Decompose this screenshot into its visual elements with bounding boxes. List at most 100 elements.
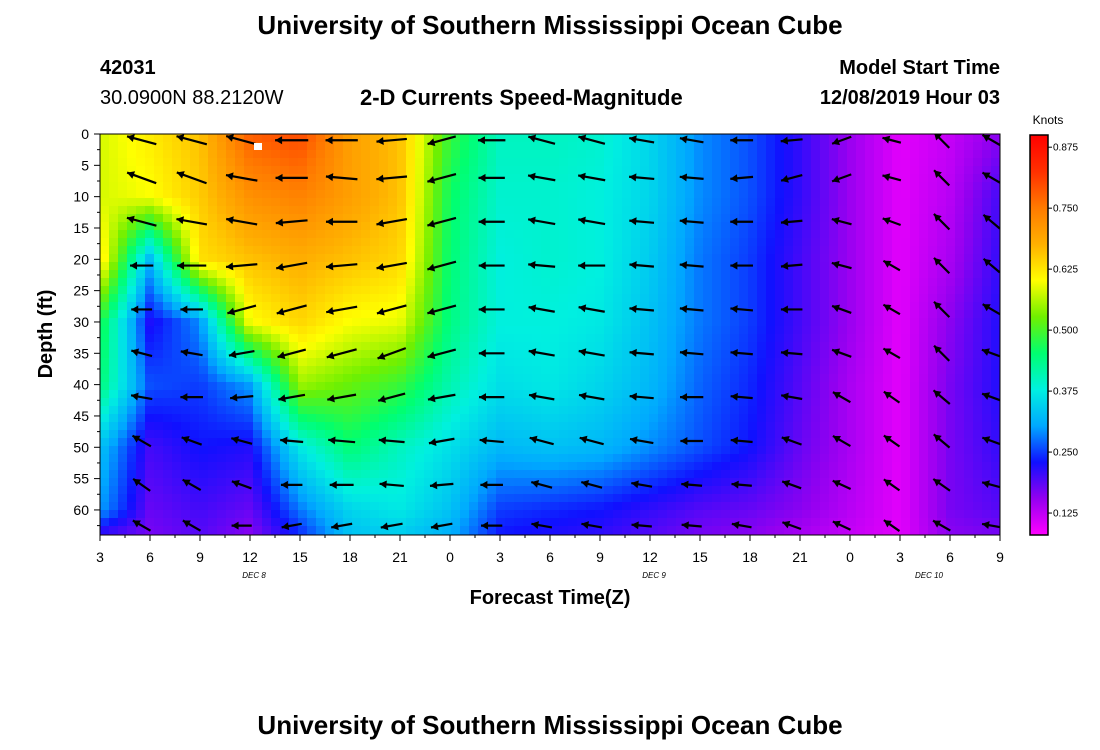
heatmap-cell (973, 414, 983, 423)
heatmap-cell (631, 238, 641, 247)
heatmap-cell (145, 454, 155, 463)
heatmap-cell (406, 422, 416, 431)
heatmap-cell (559, 414, 569, 423)
heatmap-cell (640, 222, 650, 231)
heatmap-cell (406, 398, 416, 407)
heatmap-cell (784, 438, 794, 447)
heatmap-cell (874, 166, 884, 175)
heatmap-cell (208, 158, 218, 167)
heatmap-cell (568, 294, 578, 303)
heatmap-cell (496, 478, 506, 487)
heatmap-cell (901, 358, 911, 367)
heatmap-cell (496, 150, 506, 159)
heatmap-cell (802, 214, 812, 223)
heatmap-cell (928, 414, 938, 423)
heatmap-cell (784, 254, 794, 263)
heatmap-cell (235, 318, 245, 327)
heatmap-cell (262, 222, 272, 231)
heatmap-cell (964, 214, 974, 223)
heatmap-cell (244, 278, 254, 287)
heatmap-cell (973, 142, 983, 151)
heatmap-cell (946, 334, 956, 343)
heatmap-cell (874, 134, 884, 143)
heatmap-cell (361, 294, 371, 303)
heatmap-cell (748, 206, 758, 215)
heatmap-cell (856, 350, 866, 359)
heatmap-cell (136, 158, 146, 167)
heatmap-cell (685, 302, 695, 311)
heatmap-cell (964, 502, 974, 511)
heatmap-cell (469, 214, 479, 223)
heatmap-cell (874, 358, 884, 367)
heatmap-cell (694, 158, 704, 167)
heatmap-cell (847, 278, 857, 287)
heatmap-cell (946, 366, 956, 375)
heatmap-cell (541, 446, 551, 455)
heatmap-cell (946, 214, 956, 223)
heatmap-cell (649, 390, 659, 399)
heatmap-cell (604, 254, 614, 263)
heatmap-cell (721, 270, 731, 279)
heatmap-cell (316, 478, 326, 487)
heatmap-cell (388, 502, 398, 511)
heatmap-cell (289, 326, 299, 335)
station-id: 42031 (100, 57, 156, 79)
heatmap-cell (910, 438, 920, 447)
heatmap-cell (136, 518, 146, 527)
heatmap-cell (379, 206, 389, 215)
heatmap-cell (487, 398, 497, 407)
heatmap-cell (406, 158, 416, 167)
heatmap-cell (928, 366, 938, 375)
heatmap-cell (226, 382, 236, 391)
heatmap-cell (964, 494, 974, 503)
heatmap-cell (568, 350, 578, 359)
heatmap-cell (820, 366, 830, 375)
heatmap-cell (379, 422, 389, 431)
heatmap-cell (802, 398, 812, 407)
heatmap-cell (721, 334, 731, 343)
heatmap-cell (181, 158, 191, 167)
heatmap-cell (190, 382, 200, 391)
heatmap-cell (739, 278, 749, 287)
heatmap-cell (226, 502, 236, 511)
heatmap-cell (568, 246, 578, 255)
heatmap-cell (208, 294, 218, 303)
heatmap-cell (379, 390, 389, 399)
heatmap-cell (667, 294, 677, 303)
heatmap-cell (307, 230, 317, 239)
heatmap-cell (127, 382, 137, 391)
heatmap-cell (100, 414, 110, 423)
heatmap-cell (946, 262, 956, 271)
heatmap-cell (946, 302, 956, 311)
heatmap-cell (487, 438, 497, 447)
heatmap-cell (388, 150, 398, 159)
heatmap-cell (928, 398, 938, 407)
heatmap-cell (613, 334, 623, 343)
heatmap-cell (433, 166, 443, 175)
heatmap-cell (379, 486, 389, 495)
heatmap-cell (406, 222, 416, 231)
station-coordinates: 30.0900N 88.2120W (100, 87, 284, 109)
heatmap-cell (793, 422, 803, 431)
heatmap-cell (622, 214, 632, 223)
heatmap-cell (190, 198, 200, 207)
heatmap-cell (811, 406, 821, 415)
heatmap-cell (928, 182, 938, 191)
heatmap-cell (856, 246, 866, 255)
heatmap-cell (433, 406, 443, 415)
heatmap-cell (424, 406, 434, 415)
heatmap-cell (217, 286, 227, 295)
heatmap-cell (946, 446, 956, 455)
heatmap-cell (109, 518, 119, 527)
heatmap-cell (829, 438, 839, 447)
heatmap-cell (595, 462, 605, 471)
heatmap-cell (946, 174, 956, 183)
heatmap-cell (550, 334, 560, 343)
heatmap-cell (100, 526, 110, 535)
heatmap-cell (379, 318, 389, 327)
heatmap-cell (847, 494, 857, 503)
heatmap-cell (532, 270, 542, 279)
heatmap-cell (559, 134, 569, 143)
heatmap-cell (712, 230, 722, 239)
